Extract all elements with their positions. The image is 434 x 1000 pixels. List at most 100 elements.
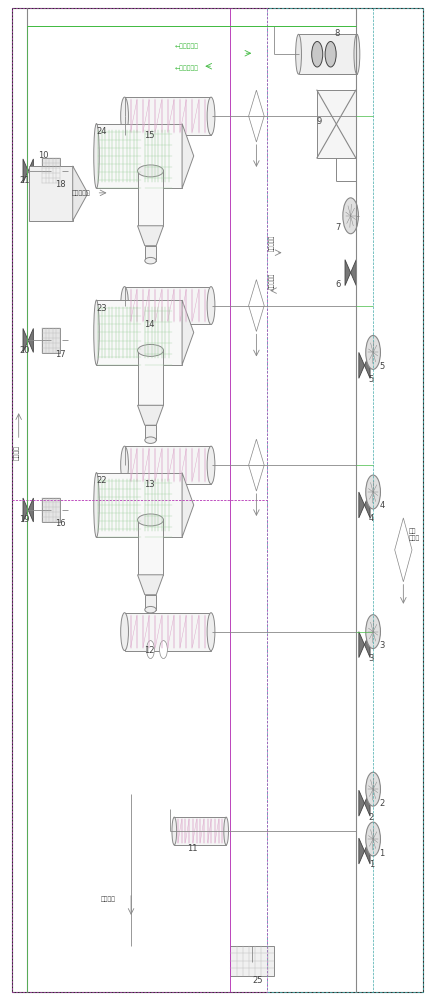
Text: 9: 9: [316, 117, 321, 126]
Text: 20: 20: [20, 346, 30, 355]
Bar: [298, 34, 356, 74]
Ellipse shape: [145, 257, 156, 264]
Text: 1: 1: [368, 860, 373, 869]
Polygon shape: [358, 790, 364, 816]
Circle shape: [146, 315, 154, 332]
Text: 8: 8: [333, 29, 339, 38]
Polygon shape: [72, 166, 88, 221]
Circle shape: [365, 335, 380, 369]
Ellipse shape: [94, 473, 99, 537]
Ellipse shape: [120, 613, 128, 651]
Text: 11: 11: [187, 844, 197, 853]
Text: ←冷却水进口: ←冷却水进口: [174, 43, 198, 49]
Text: 3: 3: [379, 641, 384, 650]
Polygon shape: [182, 473, 193, 537]
Text: 1: 1: [379, 849, 384, 858]
Bar: [43, 328, 59, 353]
Polygon shape: [23, 328, 28, 352]
Bar: [96, 124, 182, 188]
Circle shape: [365, 822, 380, 856]
Circle shape: [159, 126, 167, 144]
Ellipse shape: [94, 124, 99, 188]
Circle shape: [146, 126, 154, 144]
Ellipse shape: [137, 165, 163, 177]
Polygon shape: [28, 328, 33, 352]
Ellipse shape: [145, 437, 156, 443]
Text: 19: 19: [20, 515, 30, 524]
Circle shape: [324, 41, 335, 67]
Bar: [96, 300, 182, 365]
Bar: [145, 425, 156, 440]
Text: 废液出口: 废液出口: [101, 896, 116, 902]
Circle shape: [159, 315, 167, 332]
Text: 4: 4: [368, 514, 373, 523]
Text: 22: 22: [96, 476, 107, 485]
Polygon shape: [248, 280, 263, 331]
Ellipse shape: [137, 514, 163, 526]
Text: 7: 7: [335, 223, 340, 232]
Bar: [145, 246, 156, 261]
Text: 13: 13: [144, 480, 155, 489]
Text: 25: 25: [251, 976, 262, 985]
Polygon shape: [137, 575, 163, 595]
Polygon shape: [137, 226, 163, 246]
Polygon shape: [23, 159, 28, 183]
Polygon shape: [344, 260, 350, 286]
Ellipse shape: [137, 344, 163, 356]
Text: 废溶剂进料: 废溶剂进料: [72, 190, 91, 196]
Polygon shape: [248, 90, 263, 142]
Polygon shape: [394, 518, 411, 582]
Circle shape: [365, 475, 380, 509]
Circle shape: [365, 772, 380, 806]
Ellipse shape: [207, 287, 214, 324]
Polygon shape: [137, 405, 163, 425]
Bar: [230, 946, 273, 976]
Circle shape: [159, 641, 167, 659]
Bar: [96, 473, 182, 537]
Text: 10: 10: [38, 151, 49, 160]
Ellipse shape: [171, 817, 176, 845]
Polygon shape: [358, 838, 364, 864]
Text: 21: 21: [20, 176, 30, 185]
Circle shape: [365, 615, 380, 649]
Bar: [316, 90, 355, 158]
Text: 18: 18: [55, 180, 66, 189]
Polygon shape: [364, 632, 369, 658]
Text: 2: 2: [379, 799, 384, 808]
Polygon shape: [364, 492, 369, 518]
Ellipse shape: [120, 287, 128, 324]
Polygon shape: [364, 838, 369, 864]
Bar: [43, 158, 59, 183]
Polygon shape: [182, 124, 193, 188]
Bar: [124, 97, 210, 135]
Bar: [137, 350, 163, 405]
Bar: [30, 166, 72, 221]
Text: 6: 6: [335, 280, 340, 289]
Text: 5: 5: [379, 362, 384, 371]
Circle shape: [146, 641, 154, 659]
Polygon shape: [358, 492, 364, 518]
Ellipse shape: [353, 34, 359, 74]
Ellipse shape: [145, 606, 156, 613]
Bar: [124, 613, 210, 651]
Ellipse shape: [295, 34, 301, 74]
Polygon shape: [182, 300, 193, 365]
Text: 2: 2: [368, 813, 373, 822]
Text: 3: 3: [368, 654, 373, 663]
Ellipse shape: [120, 97, 128, 135]
Text: 冷却水进口: 冷却水进口: [269, 235, 274, 251]
Text: 12: 12: [144, 646, 154, 655]
Polygon shape: [23, 498, 28, 522]
Polygon shape: [28, 498, 33, 522]
Circle shape: [159, 474, 167, 492]
Polygon shape: [358, 632, 364, 658]
Ellipse shape: [207, 613, 214, 651]
Circle shape: [311, 41, 322, 67]
Polygon shape: [364, 790, 369, 816]
Text: 5: 5: [368, 375, 373, 384]
Polygon shape: [28, 159, 33, 183]
Text: 24: 24: [96, 127, 107, 136]
Circle shape: [342, 198, 358, 234]
Polygon shape: [248, 439, 263, 491]
Ellipse shape: [207, 446, 214, 484]
